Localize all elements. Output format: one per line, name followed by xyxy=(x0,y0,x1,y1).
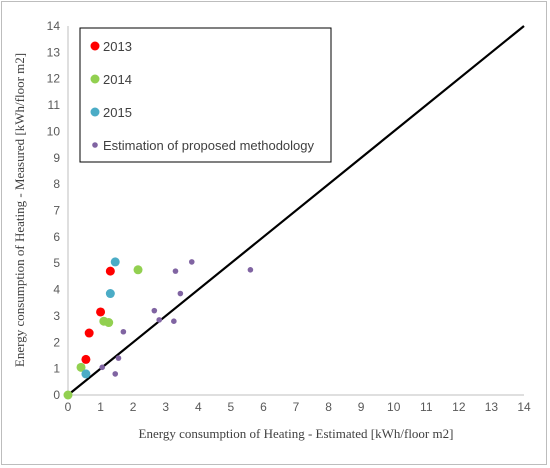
y-tick-label: 7 xyxy=(53,204,60,218)
legend-marker-2014 xyxy=(90,74,100,84)
point-estimation-of-proposed-methodology xyxy=(188,259,195,265)
x-tick-labels: 0 1 2 3 4 5 6 7 8 9 10 11 12 13 14 xyxy=(65,400,531,414)
x-tick-label: 12 xyxy=(452,400,466,414)
y-tick-label: 4 xyxy=(53,283,60,297)
x-tick-label: 14 xyxy=(517,400,531,414)
point-2015 xyxy=(105,289,115,299)
y-tick-label: 9 xyxy=(53,151,60,165)
point-2015 xyxy=(81,369,91,379)
y-tick-label: 6 xyxy=(53,230,60,244)
x-tick-label: 1 xyxy=(97,400,104,414)
point-2014 xyxy=(133,265,143,275)
reference-line-y-equals-x xyxy=(67,25,525,396)
point-estimation-of-proposed-methodology xyxy=(120,328,127,335)
axes xyxy=(67,26,524,396)
x-tick-label: 8 xyxy=(325,400,332,414)
x-tick-label: 10 xyxy=(387,400,401,414)
x-tick-label: 5 xyxy=(228,400,235,414)
y-tick-label: 13 xyxy=(47,45,61,59)
y-tick-label: 5 xyxy=(53,256,60,270)
point-2013 xyxy=(105,266,115,276)
x-axis-title: Energy consumption of Heating - Estimate… xyxy=(139,426,454,441)
y-tick-label: 8 xyxy=(53,177,60,191)
y-tick-label: 3 xyxy=(53,309,60,323)
legend: 2013 2014 2015 Estimation of proposed me… xyxy=(79,27,332,163)
point-2013 xyxy=(81,354,91,364)
x-tick-label: 13 xyxy=(485,400,499,414)
x-tick-label: 3 xyxy=(162,400,169,414)
x-tick-label: 7 xyxy=(293,400,300,414)
y-tick-label: 2 xyxy=(53,335,60,349)
point-estimation-of-proposed-methodology xyxy=(172,268,179,274)
point-estimation-of-proposed-methodology xyxy=(112,371,119,377)
point-2013 xyxy=(84,328,94,338)
point-2014 xyxy=(63,390,73,400)
legend-marker-2015 xyxy=(90,107,100,117)
y-tick-label: 14 xyxy=(47,19,61,33)
legend-item-2015: 2015 xyxy=(90,105,132,120)
y-tick-label: 11 xyxy=(48,98,61,112)
point-2014 xyxy=(76,362,86,372)
x-tick-label: 0 xyxy=(65,400,72,414)
x-tick-label: 9 xyxy=(358,400,365,414)
x-tick-label: 4 xyxy=(195,400,202,414)
legend-label-2014: 2014 xyxy=(103,72,132,87)
data-points xyxy=(63,257,254,400)
point-estimation-of-proposed-methodology xyxy=(171,318,177,325)
point-estimation-of-proposed-methodology xyxy=(115,355,122,361)
point-estimation-of-proposed-methodology xyxy=(156,317,162,323)
point-estimation-of-proposed-methodology xyxy=(99,364,105,371)
x-tick-label: 2 xyxy=(130,400,137,414)
y-tick-label: 12 xyxy=(47,72,61,86)
y-tick-label: 10 xyxy=(47,124,61,138)
legend-box xyxy=(79,27,332,163)
y-tick-label: 0 xyxy=(53,388,60,402)
legend-label-2013: 2013 xyxy=(103,39,132,54)
point-estimation-of-proposed-methodology xyxy=(151,307,158,314)
legend-item-estimation: Estimation of proposed methodology xyxy=(92,138,315,153)
legend-marker-2013 xyxy=(90,41,100,51)
y-axis-title: Energy consumption of Heating - Measured… xyxy=(12,53,27,367)
legend-item-2013: 2013 xyxy=(90,39,132,54)
y-tick-label: 1 xyxy=(53,362,60,376)
x-tick-label: 11 xyxy=(420,400,433,414)
legend-label-2015: 2015 xyxy=(103,105,132,120)
legend-marker-estimation xyxy=(92,142,98,148)
point-2013 xyxy=(96,307,106,317)
legend-label-estimation: Estimation of proposed methodology xyxy=(103,138,315,153)
point-estimation-of-proposed-methodology xyxy=(177,290,184,297)
point-2014 xyxy=(104,318,114,328)
point-estimation-of-proposed-methodology xyxy=(247,267,254,273)
legend-item-2014: 2014 xyxy=(90,72,132,87)
point-2015 xyxy=(110,257,120,267)
x-tick-label: 6 xyxy=(260,400,267,414)
